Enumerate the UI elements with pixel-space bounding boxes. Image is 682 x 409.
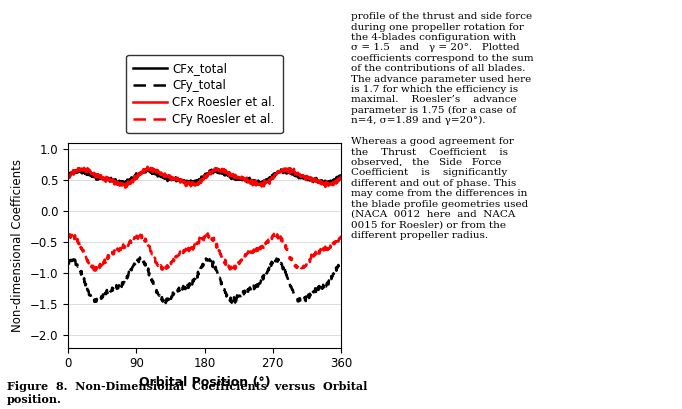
CFx_total: [139, 169, 147, 174]
CFy_total: [244, 287, 252, 292]
CFy Roesler et al.: [201, 230, 209, 235]
CFx_total: [69, 172, 77, 177]
CFx Roesler et al.: [121, 185, 130, 190]
CFy Roesler et al.: [229, 268, 237, 273]
CFy_total: [237, 294, 245, 299]
Text: profile of the thrust and side force
during one propeller rotation for
the 4-bla: profile of the thrust and side force dur…: [351, 12, 533, 240]
CFx Roesler et al.: [69, 168, 77, 173]
CFy Roesler et al.: [69, 234, 77, 239]
CFx Roesler et al.: [64, 174, 72, 179]
CFy_total: [64, 259, 72, 264]
CFx Roesler et al.: [140, 170, 148, 175]
CFy_total: [162, 301, 170, 306]
CFx_total: [143, 165, 151, 170]
Legend: CFx_total, CFy_total, CFx Roesler et al., CFy Roesler et al.: CFx_total, CFy_total, CFx Roesler et al.…: [126, 54, 283, 133]
CFx Roesler et al.: [337, 175, 345, 180]
Line: CFy_total: CFy_total: [68, 257, 341, 303]
CFx_total: [337, 173, 345, 178]
CFy Roesler et al.: [125, 241, 133, 246]
CFy_total: [337, 259, 345, 264]
CFy Roesler et al.: [64, 236, 72, 240]
CFy_total: [69, 260, 77, 265]
CFx Roesler et al.: [125, 179, 134, 184]
Y-axis label: Non-dimensional Coefficients: Non-dimensional Coefficients: [12, 159, 25, 332]
CFy_total: [140, 260, 148, 265]
Line: CFy Roesler et al.: CFy Roesler et al.: [68, 233, 341, 271]
CFx_total: [244, 176, 252, 181]
CFy Roesler et al.: [244, 249, 252, 254]
CFx Roesler et al.: [244, 179, 252, 184]
CFx Roesler et al.: [97, 173, 105, 178]
CFx Roesler et al.: [237, 176, 245, 181]
CFy Roesler et al.: [139, 238, 147, 243]
Line: CFx_total: CFx_total: [68, 168, 341, 184]
CFy Roesler et al.: [337, 235, 345, 240]
CFy_total: [125, 269, 133, 274]
CFx_total: [97, 175, 105, 180]
CFx_total: [125, 179, 133, 184]
CFx_total: [236, 176, 244, 181]
X-axis label: Orbital Position (°): Orbital Position (°): [139, 376, 270, 389]
CFy_total: [136, 255, 144, 260]
CFx_total: [64, 173, 72, 178]
CFx Roesler et al.: [143, 164, 151, 169]
Line: CFx Roesler et al.: CFx Roesler et al.: [68, 167, 341, 188]
CFy_total: [97, 296, 105, 301]
CFy Roesler et al.: [97, 264, 105, 269]
CFx_total: [318, 182, 326, 187]
CFy Roesler et al.: [237, 258, 245, 263]
Text: Figure  8.  Non-Dimensional  Coefficients  versus  Orbital
position.: Figure 8. Non-Dimensional Coefficients v…: [7, 381, 367, 405]
